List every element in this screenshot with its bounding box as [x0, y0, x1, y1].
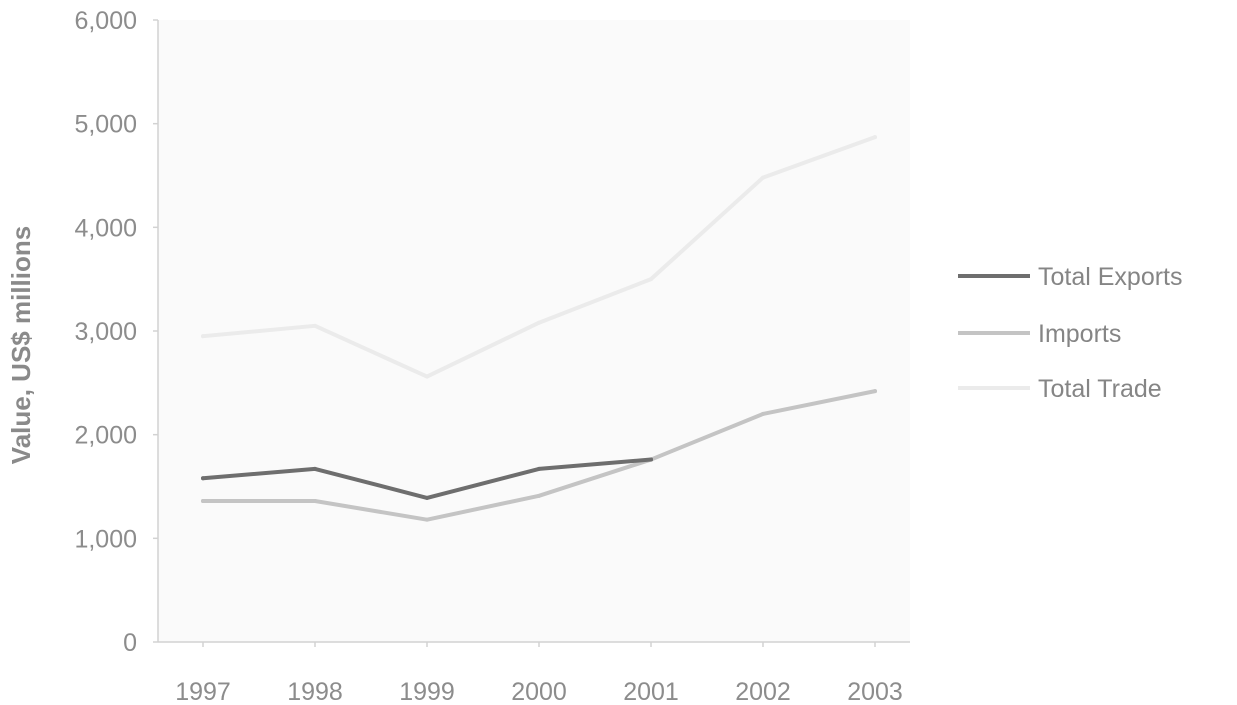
- data-point-imports: [873, 389, 877, 394]
- data-point-total-trade: [873, 135, 877, 140]
- y-axis-ticks: 0 1,000 2,000 3,000 4,000 5,000 6,000: [74, 7, 158, 657]
- data-point-imports: [761, 411, 765, 416]
- data-point-total-exports: [537, 466, 541, 471]
- y-tick-label: 1,000: [74, 525, 137, 553]
- y-tick-label: 0: [123, 629, 137, 657]
- x-tick-label: 2002: [735, 678, 791, 705]
- data-point-imports: [537, 493, 541, 498]
- data-point-total-exports: [649, 457, 653, 462]
- data-point-total-trade: [537, 320, 541, 325]
- plot-area: [158, 20, 910, 642]
- x-tick-label: 2001: [623, 678, 679, 705]
- series-layer: [201, 135, 877, 522]
- y-tick-label: 6,000: [74, 7, 137, 35]
- data-point-total-exports: [425, 495, 429, 500]
- data-point-total-exports: [201, 476, 205, 481]
- y-tick-label: 5,000: [74, 111, 137, 139]
- y-tick-label: 3,000: [74, 318, 137, 346]
- x-tick-label: 1997: [175, 678, 231, 705]
- x-tick-label: 2003: [847, 678, 903, 705]
- x-tick-label: 1999: [399, 678, 455, 705]
- y-tick-label: 2,000: [74, 422, 137, 450]
- data-point-total-trade: [313, 323, 317, 328]
- data-point-total-trade: [201, 334, 205, 339]
- y-axis-title: Value, US$ millions: [6, 226, 36, 464]
- data-point-imports: [425, 517, 429, 522]
- legend-label-total-trade: Total Trade: [1038, 375, 1162, 403]
- x-axis-ticks: 1997 1998 1999 2000 2001 2002 2003: [175, 642, 903, 705]
- data-point-imports: [313, 499, 317, 504]
- legend: Total Exports Imports Total Trade: [958, 263, 1183, 403]
- legend-label-total-exports: Total Exports: [1038, 263, 1183, 291]
- data-point-total-trade: [425, 374, 429, 379]
- legend-label-imports: Imports: [1038, 320, 1121, 348]
- x-tick-label: 2000: [511, 678, 567, 705]
- data-point-imports: [201, 499, 205, 504]
- y-tick-label: 4,000: [74, 214, 137, 242]
- data-point-total-exports: [313, 466, 317, 471]
- data-point-total-trade: [761, 175, 765, 180]
- x-tick-label: 1998: [287, 678, 343, 705]
- data-point-total-trade: [649, 277, 653, 282]
